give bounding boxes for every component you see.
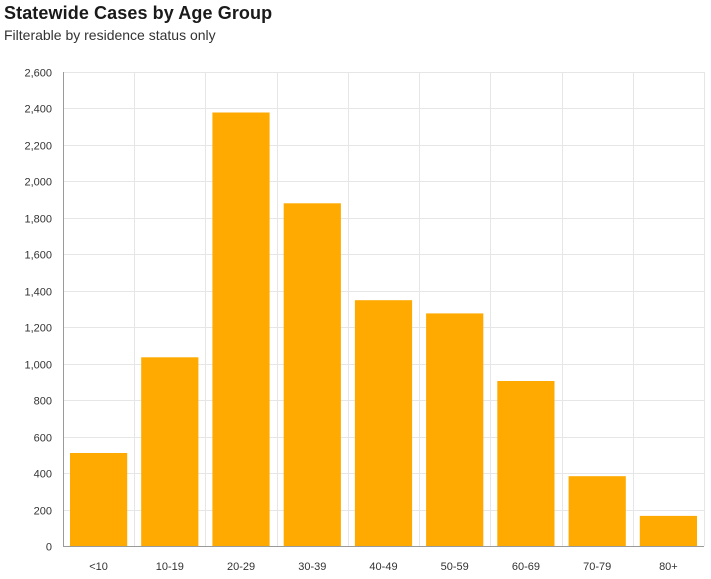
y-axis-tick-labels: 0 200 400 600 800 1,000 1,200 1,400 1,600 1,800 2,… bbox=[24, 68, 52, 554]
y-tick-label: 1,400 bbox=[24, 287, 52, 299]
y-tick-label: 1,000 bbox=[24, 360, 52, 372]
grid-lines bbox=[63, 72, 705, 546]
y-tick-label: 1,200 bbox=[24, 323, 52, 335]
y-tick-label: 2,000 bbox=[24, 177, 52, 189]
x-tick-label: 50-59 bbox=[441, 561, 469, 573]
y-tick-label: 600 bbox=[34, 433, 52, 445]
y-tick-label: 400 bbox=[34, 469, 52, 481]
bar[interactable] bbox=[497, 381, 555, 546]
chart-title: Statewide Cases by Age Group bbox=[4, 3, 273, 23]
x-tick-label: 60-69 bbox=[512, 561, 540, 573]
bar[interactable] bbox=[426, 313, 484, 546]
chart-subtitle: Filterable by residence status only bbox=[4, 27, 216, 43]
x-tick-label: 70-79 bbox=[583, 561, 611, 573]
bar[interactable] bbox=[70, 453, 128, 546]
y-tick-label: 2,200 bbox=[24, 141, 52, 153]
x-tick-label: 80+ bbox=[659, 561, 678, 573]
y-tick-label: 2,600 bbox=[24, 68, 52, 80]
y-tick-label: 2,400 bbox=[24, 104, 52, 116]
bar[interactable] bbox=[568, 476, 626, 546]
bar[interactable] bbox=[212, 112, 270, 547]
axes bbox=[63, 72, 704, 547]
y-tick-label: 1,600 bbox=[24, 250, 52, 262]
bar[interactable] bbox=[639, 515, 697, 546]
x-tick-label: 40-49 bbox=[369, 561, 397, 573]
bar[interactable] bbox=[354, 300, 413, 546]
y-tick-label: 800 bbox=[34, 396, 52, 408]
y-tick-label: 1,800 bbox=[24, 214, 52, 226]
x-tick-label: 10-19 bbox=[156, 561, 184, 573]
x-tick-label: <10 bbox=[89, 561, 108, 573]
x-tick-label: 30-39 bbox=[298, 561, 326, 573]
bars bbox=[70, 112, 697, 547]
y-tick-label: 0 bbox=[46, 542, 52, 554]
bar[interactable] bbox=[283, 203, 341, 547]
x-axis-tick-labels: <10 10-19 20-29 30-39 40-49 50-59 60-69 70-79 80… bbox=[89, 561, 677, 573]
y-tick-label: 200 bbox=[34, 506, 52, 518]
x-tick-label: 20-29 bbox=[227, 561, 255, 573]
bar[interactable] bbox=[141, 357, 199, 546]
